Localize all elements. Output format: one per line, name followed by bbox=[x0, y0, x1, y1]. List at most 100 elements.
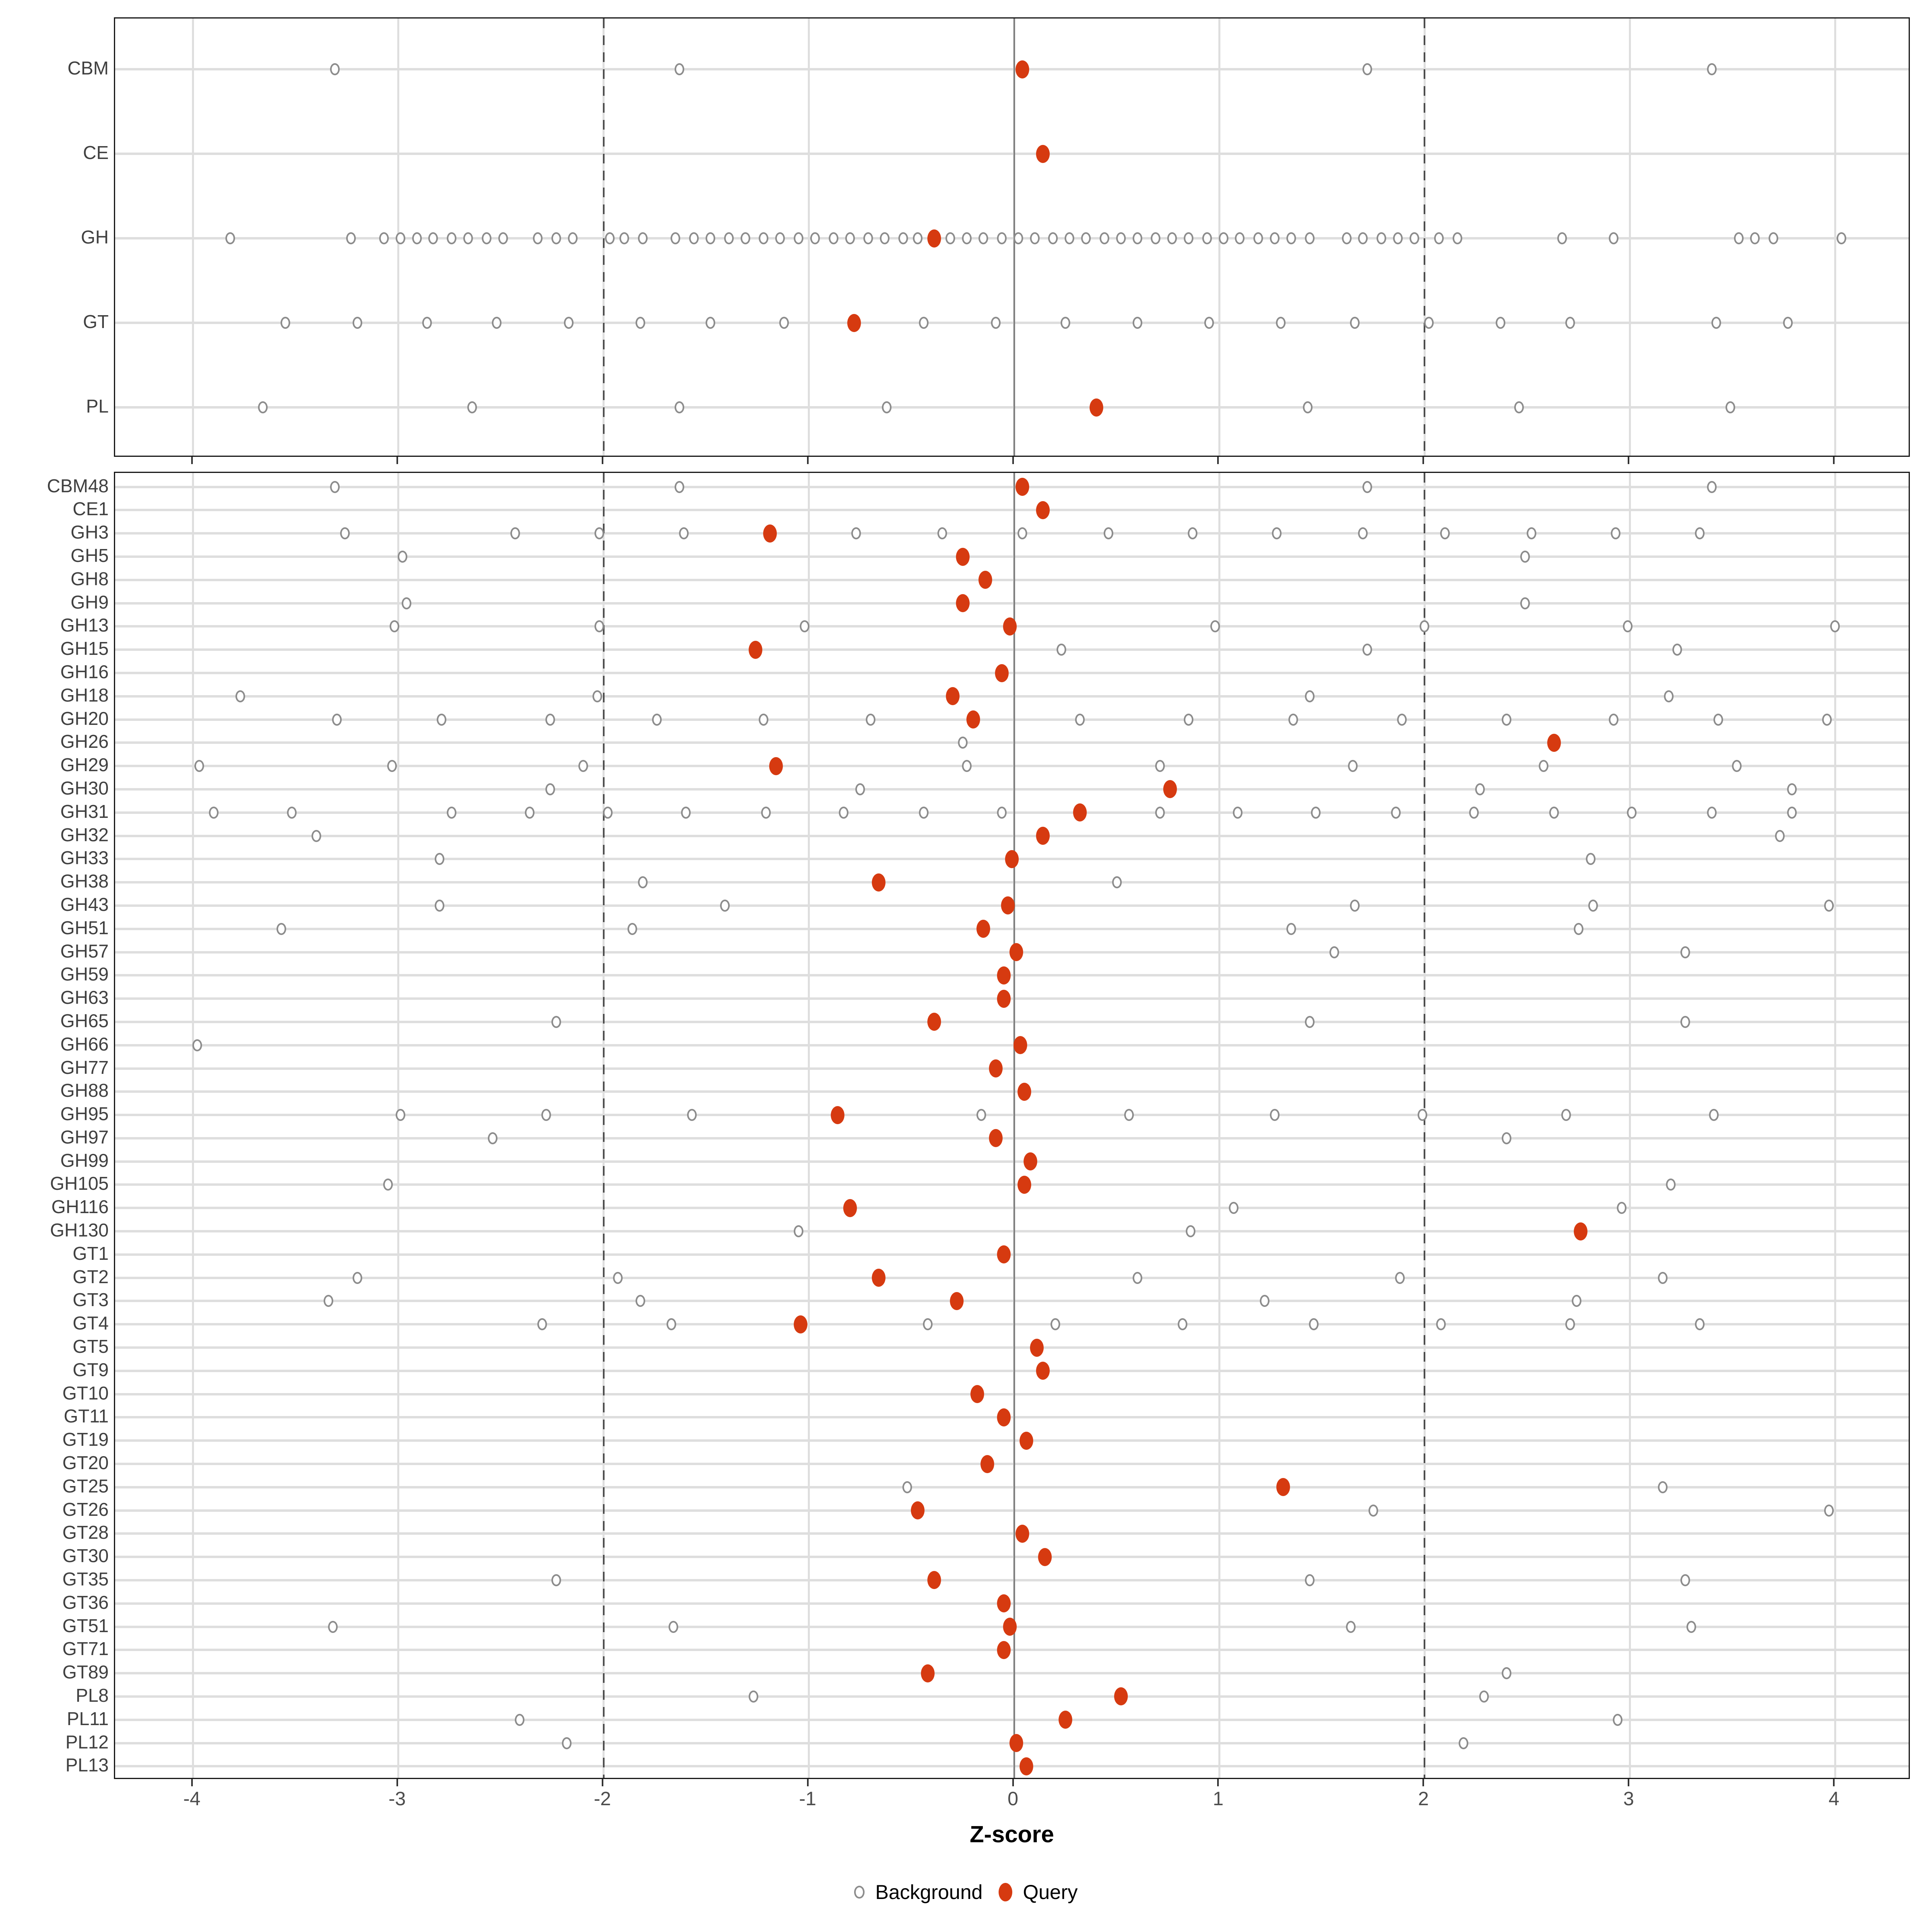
query-point bbox=[794, 1315, 808, 1333]
vertical-gridline bbox=[397, 473, 400, 1778]
row-gridline bbox=[115, 834, 1909, 837]
background-point bbox=[902, 1481, 912, 1493]
threshold-line bbox=[1424, 19, 1426, 456]
row-label-GT3: GT3 bbox=[72, 1289, 109, 1311]
background-point bbox=[340, 527, 350, 540]
row-gridline bbox=[115, 1369, 1909, 1372]
query-point bbox=[970, 1385, 984, 1404]
x-axis-tick bbox=[1217, 457, 1219, 464]
row-gridline bbox=[115, 648, 1909, 651]
background-point bbox=[1713, 713, 1723, 726]
background-point bbox=[1218, 232, 1228, 244]
x-axis-tick bbox=[396, 457, 398, 464]
background-point bbox=[638, 876, 648, 889]
row-gridline bbox=[115, 695, 1909, 698]
background-point bbox=[1549, 806, 1559, 819]
background-point bbox=[761, 806, 771, 819]
row-gridline bbox=[115, 1253, 1909, 1256]
row-gridline bbox=[115, 1602, 1909, 1605]
background-point bbox=[1836, 232, 1846, 244]
x-axis-tick bbox=[396, 1779, 398, 1786]
row-gridline bbox=[115, 672, 1909, 675]
query-point bbox=[980, 1455, 995, 1473]
row-label-GT26: GT26 bbox=[62, 1499, 109, 1520]
query-point bbox=[1114, 1687, 1128, 1706]
background-point bbox=[1362, 63, 1372, 75]
row-label-GT9: GT9 bbox=[72, 1359, 109, 1380]
row-label-GH105: GH105 bbox=[50, 1173, 109, 1194]
legend-query-label: Query bbox=[1023, 1881, 1078, 1903]
row-label-GH95: GH95 bbox=[60, 1103, 109, 1125]
background-point bbox=[1151, 232, 1161, 244]
query-point bbox=[1005, 850, 1019, 868]
background-point bbox=[865, 713, 875, 726]
background-point bbox=[882, 401, 892, 413]
background-point bbox=[395, 1109, 405, 1121]
row-label-GH20: GH20 bbox=[60, 708, 109, 729]
row-label-PL11: PL11 bbox=[66, 1708, 109, 1729]
background-point bbox=[551, 232, 561, 244]
background-point bbox=[1824, 1504, 1834, 1517]
background-point bbox=[1750, 232, 1760, 244]
query-point bbox=[843, 1199, 857, 1217]
query-point bbox=[1089, 398, 1103, 417]
query-point bbox=[976, 920, 991, 938]
background-point bbox=[1680, 1016, 1690, 1028]
query-point bbox=[927, 1013, 941, 1031]
background-point bbox=[330, 481, 340, 493]
background-point bbox=[1734, 232, 1744, 244]
background-point bbox=[1286, 232, 1296, 244]
background-point bbox=[855, 783, 865, 795]
background-point bbox=[281, 317, 291, 329]
background-point bbox=[863, 232, 873, 244]
background-point bbox=[412, 232, 422, 244]
background-point bbox=[1496, 317, 1506, 329]
background-point bbox=[324, 1295, 334, 1307]
x-axis-tick bbox=[1833, 457, 1835, 464]
background-point bbox=[332, 713, 342, 726]
background-point bbox=[1276, 317, 1286, 329]
background-point bbox=[541, 1109, 551, 1121]
background-point bbox=[436, 713, 446, 726]
row-label-GH13: GH13 bbox=[60, 615, 109, 636]
background-point bbox=[828, 232, 838, 244]
query-point bbox=[927, 229, 941, 248]
background-point bbox=[839, 806, 849, 819]
background-point bbox=[208, 806, 219, 819]
row-gridline bbox=[115, 406, 1909, 409]
background-point bbox=[1348, 760, 1358, 772]
background-point bbox=[1726, 401, 1736, 413]
row-gridline bbox=[115, 1393, 1909, 1395]
row-label-GH33: GH33 bbox=[60, 847, 109, 869]
row-label-GH43: GH43 bbox=[60, 894, 109, 915]
background-point bbox=[1520, 551, 1530, 563]
x-tick-label-2: 2 bbox=[1418, 1788, 1429, 1810]
row-label-PL12: PL12 bbox=[65, 1731, 109, 1752]
row-gridline bbox=[115, 68, 1909, 70]
background-point bbox=[666, 1318, 676, 1331]
background-point bbox=[1061, 317, 1071, 329]
background-point bbox=[1186, 1225, 1196, 1238]
row-label-GT19: GT19 bbox=[62, 1429, 109, 1450]
query-point bbox=[1003, 1618, 1017, 1636]
background-point bbox=[991, 317, 1001, 329]
row-label-GH130: GH130 bbox=[50, 1220, 109, 1241]
query-point bbox=[1036, 827, 1050, 845]
query-point bbox=[956, 594, 970, 613]
row-label-GT1: GT1 bbox=[72, 1243, 109, 1264]
row-label-PL: PL bbox=[86, 396, 109, 417]
row-gridline bbox=[115, 1416, 1909, 1419]
background-point bbox=[945, 232, 956, 244]
background-point bbox=[1612, 1713, 1622, 1726]
query-point bbox=[871, 1269, 886, 1287]
x-tick-label--3: -3 bbox=[388, 1788, 406, 1810]
background-point bbox=[1822, 713, 1832, 726]
row-gridline bbox=[115, 532, 1909, 535]
query-point bbox=[1020, 1431, 1034, 1450]
background-point bbox=[1666, 1179, 1676, 1191]
background-point bbox=[1502, 713, 1512, 726]
query-point bbox=[989, 1059, 1003, 1078]
query-point bbox=[956, 547, 970, 566]
row-label-GH16: GH16 bbox=[60, 661, 109, 683]
row-gridline bbox=[115, 741, 1909, 744]
